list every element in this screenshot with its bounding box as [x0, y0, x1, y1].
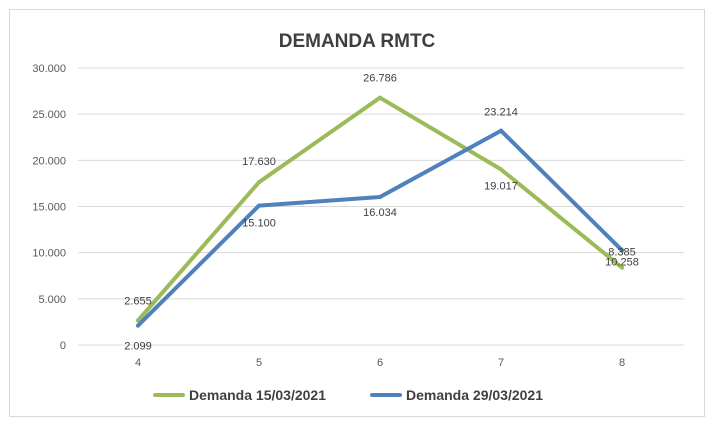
- legend-label-1: Demanda 15/03/2021: [189, 387, 326, 403]
- y-tick-label: 5.000: [38, 294, 66, 306]
- data-label: 2.655: [124, 295, 152, 307]
- x-tick-label: 8: [619, 357, 625, 369]
- series-2-point: [136, 323, 140, 328]
- data-label: 23.214: [484, 107, 518, 119]
- y-tick-label: 25.000: [32, 109, 66, 121]
- chart-frame: [9, 9, 705, 417]
- series-1-point: [620, 265, 624, 270]
- data-label: 8.385: [608, 247, 636, 259]
- data-label: 16.034: [363, 207, 397, 219]
- x-tick-label: 6: [377, 357, 383, 369]
- data-label: 17.630: [242, 156, 276, 168]
- chart-title: DEMANDA RMTC: [279, 31, 436, 52]
- legend-label-2: Demanda 29/03/2021: [406, 387, 543, 403]
- data-label: 10.258: [605, 256, 639, 268]
- x-tick-label: 7: [498, 357, 504, 369]
- series-1-point: [257, 180, 261, 185]
- series-1-point: [499, 167, 503, 172]
- series-1-point: [136, 318, 140, 323]
- data-label: 2.099: [124, 341, 152, 353]
- data-label: 26.786: [363, 73, 397, 85]
- x-tick-label: 4: [135, 357, 141, 369]
- data-label: 15.100: [242, 218, 276, 230]
- legend: Demanda 15/03/2021 Demanda 29/03/2021: [153, 387, 543, 403]
- x-tick-label: 5: [256, 357, 262, 369]
- y-tick-label: 20.000: [32, 155, 66, 167]
- data-label: 19.017: [484, 180, 518, 192]
- series-2-point: [257, 203, 261, 208]
- gridlines: [78, 67, 684, 346]
- data-labels: 2.655 17.630 26.786 19.017 8.385 2.099 15.100 1…: [124, 73, 639, 353]
- series-1-point: [378, 95, 382, 100]
- y-tick-label: 0: [60, 340, 66, 352]
- series-2-point: [378, 194, 382, 199]
- x-axis-ticks: 4 5 6 7 8: [135, 357, 625, 369]
- y-tick-label: 10.000: [32, 248, 66, 260]
- series-2-point: [620, 248, 624, 253]
- y-axis-ticks: 0 5.000 10.000 15.000 20.000 25.000 30.000: [32, 63, 66, 352]
- series-2-point: [499, 128, 503, 133]
- y-tick-label: 30.000: [32, 63, 66, 75]
- y-tick-label: 15.000: [32, 202, 66, 214]
- series-lines: [136, 95, 624, 328]
